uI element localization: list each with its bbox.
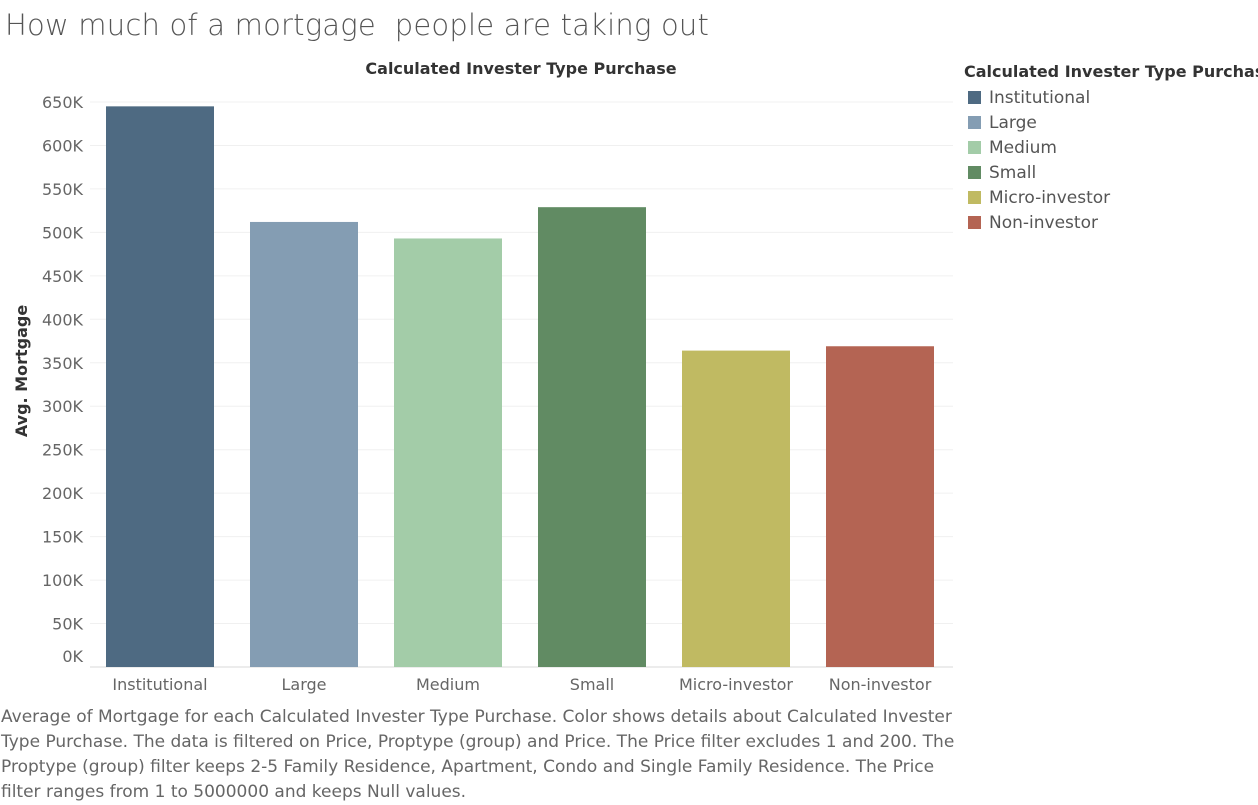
y-tick-label: 400K <box>42 310 84 329</box>
legend-swatch <box>968 191 981 204</box>
bar-micro-investor <box>682 350 790 667</box>
chart-caption: Average of Mortgage for each Calculated … <box>1 707 955 802</box>
legend-item[interactable]: Small <box>964 160 1258 185</box>
y-tick-label: 0K <box>62 647 83 666</box>
x-tick-label: Micro-investor <box>679 675 793 694</box>
legend-item[interactable]: Medium <box>964 135 1258 160</box>
dashboard-title: How much of a mortgage people are taking… <box>5 8 710 42</box>
x-tick-label: Large <box>281 675 326 694</box>
legend-item[interactable]: Large <box>964 110 1258 135</box>
legend-label: Large <box>989 112 1037 133</box>
legend-items: Institutional Large Medium Small Micro-inves… <box>964 85 1258 235</box>
y-tick-label: 600K <box>42 136 84 155</box>
legend-label: Medium <box>989 137 1057 158</box>
y-tick-label: 350K <box>42 354 84 373</box>
bar-small <box>538 207 646 667</box>
y-tick-label: 500K <box>42 223 84 242</box>
color-legend: Calculated Invester Type Purchase Instit… <box>964 62 1258 235</box>
x-tick-label: Institutional <box>112 675 207 694</box>
legend-label: Small <box>989 162 1037 183</box>
legend-swatch <box>968 166 981 179</box>
legend-item[interactable]: Institutional <box>964 85 1258 110</box>
legend-title: Calculated Invester Type Purchase <box>964 62 1258 81</box>
gridlines <box>90 101 953 668</box>
y-tick-label: 200K <box>42 484 84 503</box>
legend-label: Micro-investor <box>989 187 1111 208</box>
legend-label: Institutional <box>989 87 1091 108</box>
legend-label: Non-investor <box>989 212 1098 233</box>
y-tick-label: 300K <box>42 397 84 416</box>
bar-non-investor <box>826 346 934 667</box>
x-tick-label: Small <box>570 675 614 694</box>
y-tick-label: 650K <box>42 93 84 112</box>
x-tick-label: Medium <box>416 675 480 694</box>
chart-title: Calculated Invester Type Purchase <box>365 59 676 78</box>
legend-swatch <box>968 216 981 229</box>
legend-swatch <box>968 141 981 154</box>
legend-item[interactable]: Micro-investor <box>964 185 1258 210</box>
bar-medium <box>394 238 502 667</box>
y-tick-label: 100K <box>42 571 84 590</box>
legend-swatch <box>968 116 981 129</box>
y-axis-ticks: 0K 50K 100K 150K 200K 250K 300K 350K 400K 450K 500… <box>42 93 84 666</box>
y-tick-label: 250K <box>42 441 84 460</box>
bar-large <box>250 221 358 667</box>
bar-institutional <box>106 106 214 668</box>
x-axis-ticks: Institutional Large Medium Small Micro-inves… <box>112 675 931 694</box>
bar-chart: Calculated Invester Type Purchase Avg. M… <box>12 59 953 694</box>
y-tick-label: 150K <box>42 528 84 547</box>
y-tick-label: 50K <box>52 615 83 634</box>
y-tick-label: 450K <box>42 267 84 286</box>
legend-swatch <box>968 91 981 104</box>
bars <box>106 106 934 668</box>
x-tick-label: Non-investor <box>829 675 932 694</box>
legend-item[interactable]: Non-investor <box>964 210 1258 235</box>
y-axis-label: Avg. Mortgage <box>12 305 31 438</box>
y-tick-label: 550K <box>42 180 84 199</box>
